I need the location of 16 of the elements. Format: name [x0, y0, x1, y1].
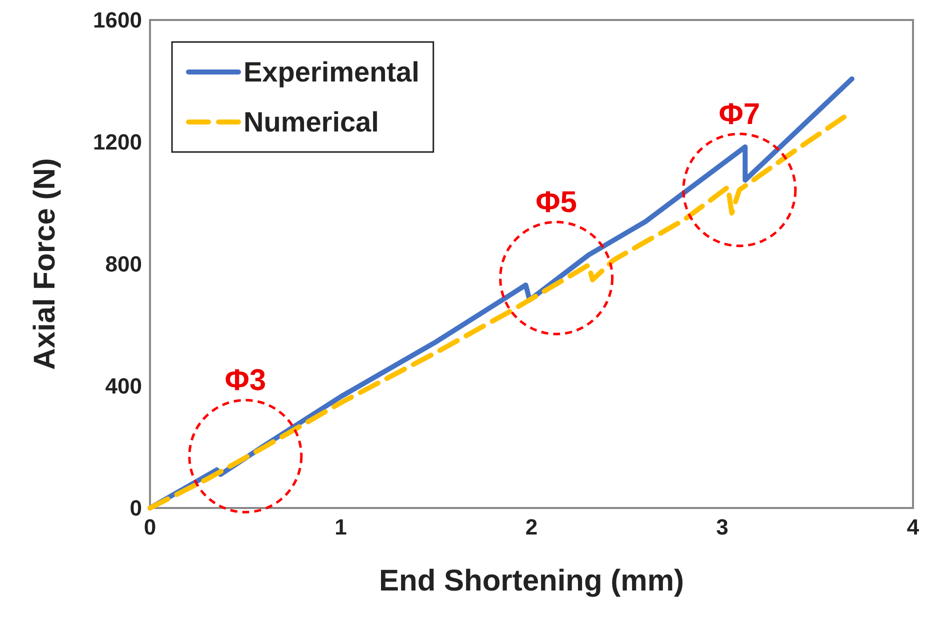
x-tick-label: 1 — [334, 514, 347, 540]
annotation: Φ5 — [536, 186, 577, 220]
annotation: Φ3 — [224, 364, 266, 398]
x-tick-label: 4 — [906, 514, 920, 540]
y-tick-label: 0 — [130, 496, 142, 520]
y-tick-label: 1200 — [93, 130, 142, 154]
y-tick-label: 800 — [105, 252, 142, 276]
annotation: Φ7 — [718, 98, 760, 131]
legend-label: Experimental — [244, 56, 420, 88]
y-tick-label: 1600 — [93, 8, 142, 32]
legend-label: Numerical — [244, 106, 379, 138]
x-axis-title: End Shortening (mm) — [379, 564, 684, 598]
x-tick-label: 2 — [525, 514, 538, 540]
x-tick-label: 3 — [716, 514, 728, 540]
y-axis-title: Axial Force (N) — [28, 158, 62, 370]
y-tick-label: 400 — [105, 374, 142, 398]
